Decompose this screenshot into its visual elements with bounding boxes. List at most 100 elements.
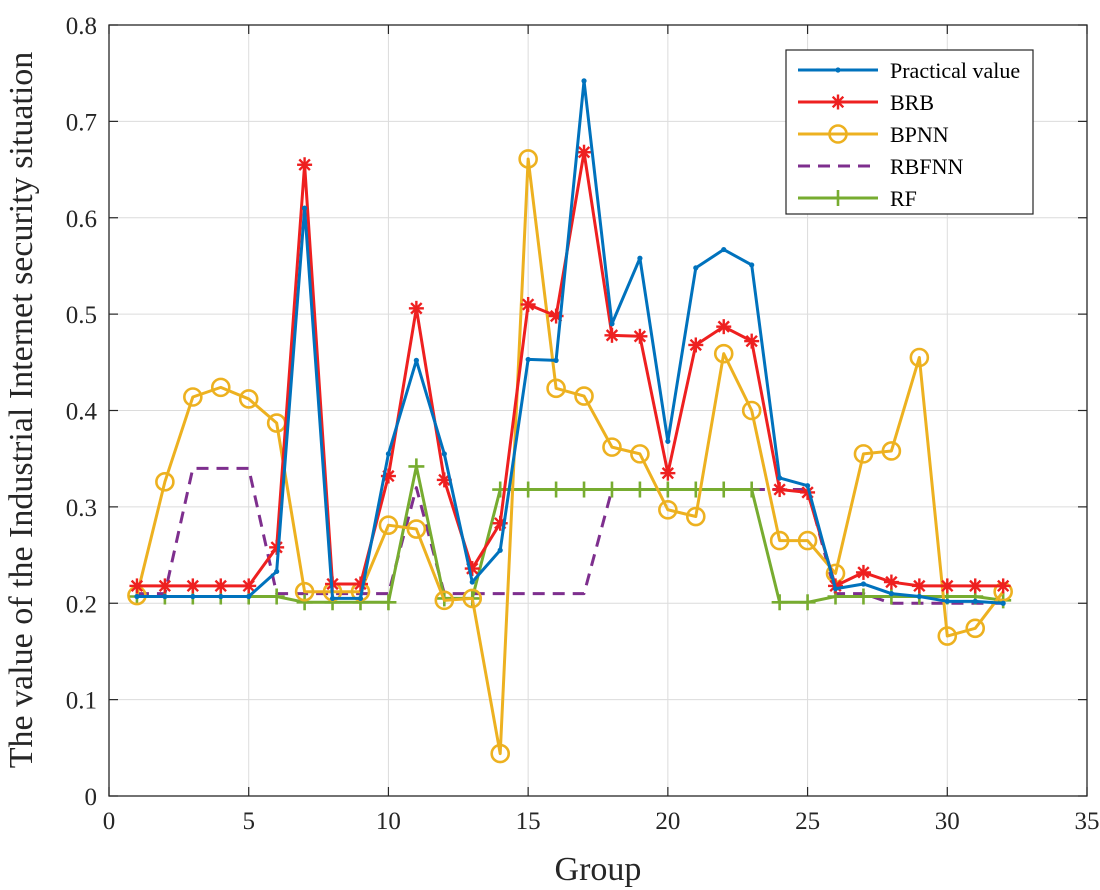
data-point <box>520 296 536 312</box>
data-point <box>246 593 252 600</box>
data-point <box>268 588 285 605</box>
x-tick-label: 30 <box>935 808 960 835</box>
legend: Practical value BRB BPNN RBFNN RF <box>785 49 1034 215</box>
y-axis-title: The value of the Industrial Internet sec… <box>3 52 40 769</box>
series-group <box>127 78 1013 764</box>
data-point <box>637 255 643 261</box>
asterisk-stroke <box>633 330 647 343</box>
data-point <box>380 594 397 611</box>
data-point <box>576 144 592 160</box>
data-point <box>916 593 922 600</box>
data-point <box>185 578 201 594</box>
data-point <box>162 593 168 600</box>
legend-item: Practical value <box>798 58 1020 83</box>
data-point <box>490 743 511 764</box>
asterisk-stroke <box>661 466 675 480</box>
data-point <box>659 481 676 498</box>
asterisk-stroke <box>941 579 954 593</box>
data-point <box>581 78 587 84</box>
x-tick-label: 5 <box>242 808 255 835</box>
data-point <box>835 67 841 73</box>
data-point <box>716 319 732 335</box>
data-point <box>576 481 593 498</box>
legend-label: BRB <box>890 90 934 115</box>
data-point <box>721 246 727 253</box>
x-tick-label: 0 <box>103 808 116 835</box>
asterisk-stroke <box>745 334 758 348</box>
data-point <box>378 515 399 535</box>
legend-box <box>785 49 1034 215</box>
asterisk-stroke <box>158 579 172 593</box>
series-line-rbfnn <box>136 466 1004 605</box>
asterisk-stroke <box>857 566 870 579</box>
data-point <box>911 578 927 594</box>
asterisk-stroke <box>831 95 845 109</box>
data-point <box>294 581 315 602</box>
axis-ticks: 0 5 10 15 20 25 30 35 0 0.1 0.2 0.3 0.4 0.5 0.6 0.7 0.8 <box>66 13 1100 835</box>
asterisk-stroke <box>214 579 227 593</box>
data-point <box>406 519 427 539</box>
data-point <box>408 300 424 316</box>
asterisk-stroke <box>997 579 1010 593</box>
data-point <box>937 626 958 646</box>
data-point <box>630 444 650 464</box>
asterisk-stroke <box>410 302 423 315</box>
data-point <box>713 343 734 364</box>
asterisk-stroke <box>773 483 786 496</box>
data-point <box>688 337 704 353</box>
data-point <box>772 482 788 498</box>
data-point <box>804 483 811 489</box>
data-point <box>744 333 760 349</box>
data-point <box>553 357 559 363</box>
data-point <box>830 94 846 110</box>
data-point <box>939 578 955 594</box>
data-point <box>413 357 419 363</box>
x-axis-title: Group <box>555 851 642 888</box>
data-point <box>855 564 871 580</box>
asterisk-stroke <box>605 329 619 342</box>
data-point <box>965 618 986 639</box>
x-tick-label: 35 <box>1075 808 1100 835</box>
series-bpnn <box>127 149 1013 764</box>
y-tick-label: 0.1 <box>66 688 97 715</box>
data-point <box>218 593 224 600</box>
data-point <box>520 481 537 498</box>
data-point <box>660 465 676 481</box>
y-tick-label: 0.6 <box>66 206 97 233</box>
data-point <box>771 594 788 611</box>
data-point <box>441 451 447 457</box>
data-point <box>129 578 145 594</box>
data-point <box>944 598 950 604</box>
asterisk-stroke <box>689 338 702 352</box>
data-point <box>546 378 566 399</box>
data-point <box>665 438 671 444</box>
data-point <box>883 574 899 590</box>
data-point <box>972 598 978 604</box>
data-point <box>631 481 648 498</box>
legend-item: RBFNN <box>798 154 963 179</box>
data-point <box>357 595 364 602</box>
data-point <box>183 387 203 407</box>
asterisk-stroke <box>801 486 814 499</box>
data-point <box>210 377 231 398</box>
data-point <box>967 578 983 594</box>
series-rbfnn <box>136 466 1004 605</box>
legend-item: BPNN <box>798 122 949 147</box>
data-point <box>213 578 229 594</box>
data-point <box>574 386 594 406</box>
legend-label: Practical value <box>890 58 1020 83</box>
data-point <box>797 530 818 551</box>
asterisk-stroke <box>577 146 591 159</box>
asterisk-stroke <box>298 158 311 171</box>
data-point <box>602 437 622 457</box>
data-point <box>881 441 902 461</box>
data-point <box>909 347 930 368</box>
data-point <box>1000 600 1006 606</box>
data-point <box>548 481 565 498</box>
asterisk-stroke <box>717 320 730 333</box>
data-point <box>408 458 425 475</box>
data-point <box>525 356 531 363</box>
asterisk-stroke <box>969 579 982 593</box>
x-tick-label: 20 <box>655 808 680 835</box>
